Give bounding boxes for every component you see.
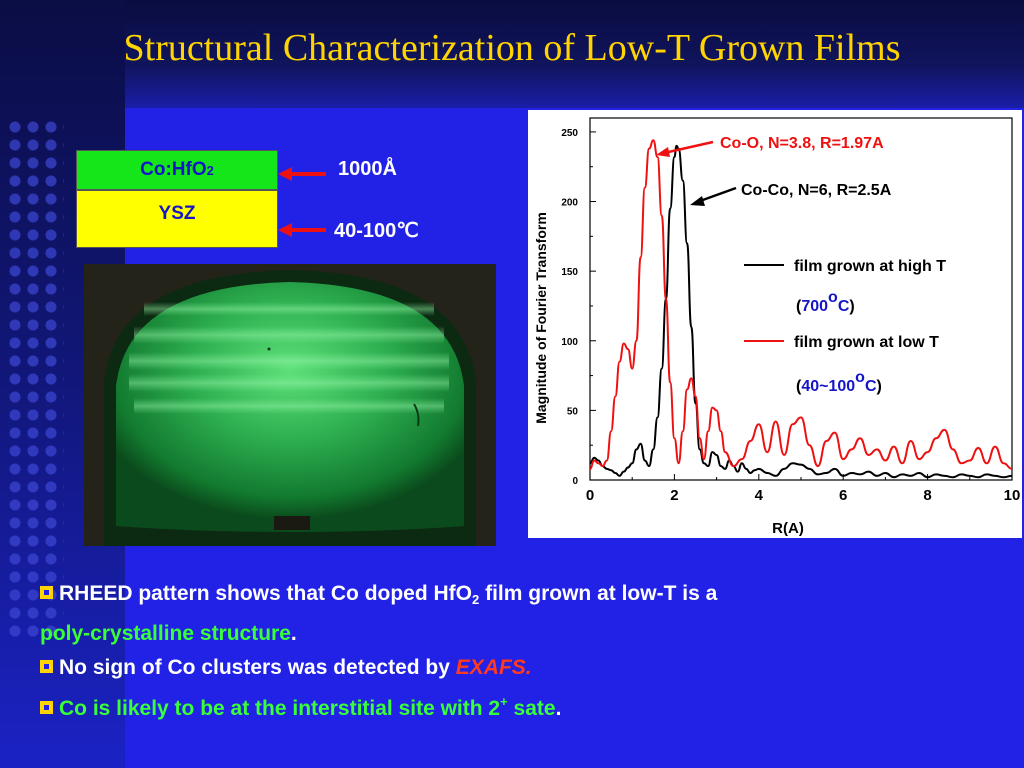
bullet-1-text: RHEED pattern shows that Co doped HfO	[59, 582, 473, 605]
legend-high-t-label: film grown at high T	[794, 258, 946, 275]
x-tick-label: 6	[839, 487, 847, 504]
slide-title: Structural Characterization of Low-T Gro…	[123, 27, 901, 69]
thickness-arrow-icon	[278, 167, 326, 181]
bullet-2: No sign of Co clusters was detected by E…	[40, 651, 1010, 685]
bullet-square-icon	[40, 660, 53, 673]
temperature-arrow-icon	[278, 223, 326, 237]
layer-ysz-label: YSZ	[158, 203, 196, 224]
layer-co-hfo2-subscript: 2	[206, 162, 214, 178]
temperature-label: 40-100℃	[334, 220, 419, 242]
co-co-arrowhead-icon	[690, 196, 705, 206]
bullet-1: RHEED pattern shows that Co doped HfO2 f…	[40, 577, 1010, 617]
bullet-3-text: Co is likely to be at the interstitial s…	[59, 697, 501, 720]
bullet-2-emphasis: EXAFS.	[455, 656, 532, 679]
layer-ysz: YSZ	[77, 191, 277, 247]
x-tick-label: 2	[670, 487, 678, 504]
y-tick-label: 250	[561, 128, 578, 139]
bullet-1-text-end: film grown at low-T is a	[479, 582, 718, 605]
co-co-annotation: Co-Co, N=6, R=2.5A	[741, 182, 892, 199]
decorative-squares	[6, 118, 64, 638]
layer-stack: Co:HfO 2 YSZ	[76, 150, 278, 248]
bullet-square-icon	[40, 701, 53, 714]
y-tick-label: 0	[572, 476, 578, 487]
bullet-square-icon	[40, 586, 53, 599]
bullet-2-text: No sign of Co clusters was detected by	[59, 656, 456, 679]
y-axis-label: Magnitude of Fourier Transform	[533, 212, 549, 424]
legend-high-t-temp: (700oC)	[796, 289, 855, 315]
exafs-chart-panel: 0 2 4 6 8 10 0 50 100 150 200 250 Magnitude of Four…	[528, 110, 1022, 538]
x-axis-label: R(A)	[772, 520, 804, 537]
x-tick-label: 4	[755, 487, 764, 504]
x-tick-label: 0	[586, 487, 594, 504]
bullet-1-period: .	[290, 622, 297, 645]
co-co-pointer	[699, 186, 737, 203]
layer-co-hfo2: Co:HfO 2	[77, 151, 277, 191]
x-tick-label: 8	[923, 487, 931, 504]
co-o-arrowhead-icon	[656, 147, 670, 157]
series-low-t-line	[589, 139, 1013, 470]
bullet-1-subscript: 2	[472, 592, 480, 607]
bullet-3-superscript: +	[500, 694, 508, 709]
co-o-pointer	[663, 140, 714, 155]
bullet-3-text-end: sate	[507, 697, 556, 720]
co-o-annotation: Co-O, N=3.8, R=1.97A	[720, 135, 884, 152]
x-tick-label: 10	[1004, 487, 1021, 504]
y-tick-label: 150	[561, 267, 578, 278]
bullet-1-highlight: poly-crystalline structure	[40, 622, 291, 645]
layer-co-hfo2-label: Co:HfO	[140, 159, 207, 180]
legend-low-t-temp: (40~100oC)	[796, 369, 882, 395]
y-tick-label: 100	[561, 337, 578, 348]
legend-low-t-label: film grown at low T	[794, 334, 939, 351]
header-band	[0, 0, 1024, 108]
thickness-label: 1000Å	[338, 158, 397, 180]
chart-legend: film grown at high T (700oC) film grown …	[744, 258, 946, 395]
rheed-pattern-image	[84, 264, 496, 546]
bullet-3-period: .	[555, 697, 562, 720]
y-tick-label: 200	[561, 198, 578, 209]
bullet-1-continued: poly-crystalline structure.	[40, 617, 1010, 651]
bullet-3: Co is likely to be at the interstitial s…	[40, 685, 1010, 726]
bullet-list: RHEED pattern shows that Co doped HfO2 f…	[40, 577, 1010, 726]
y-tick-label: 50	[567, 406, 579, 417]
